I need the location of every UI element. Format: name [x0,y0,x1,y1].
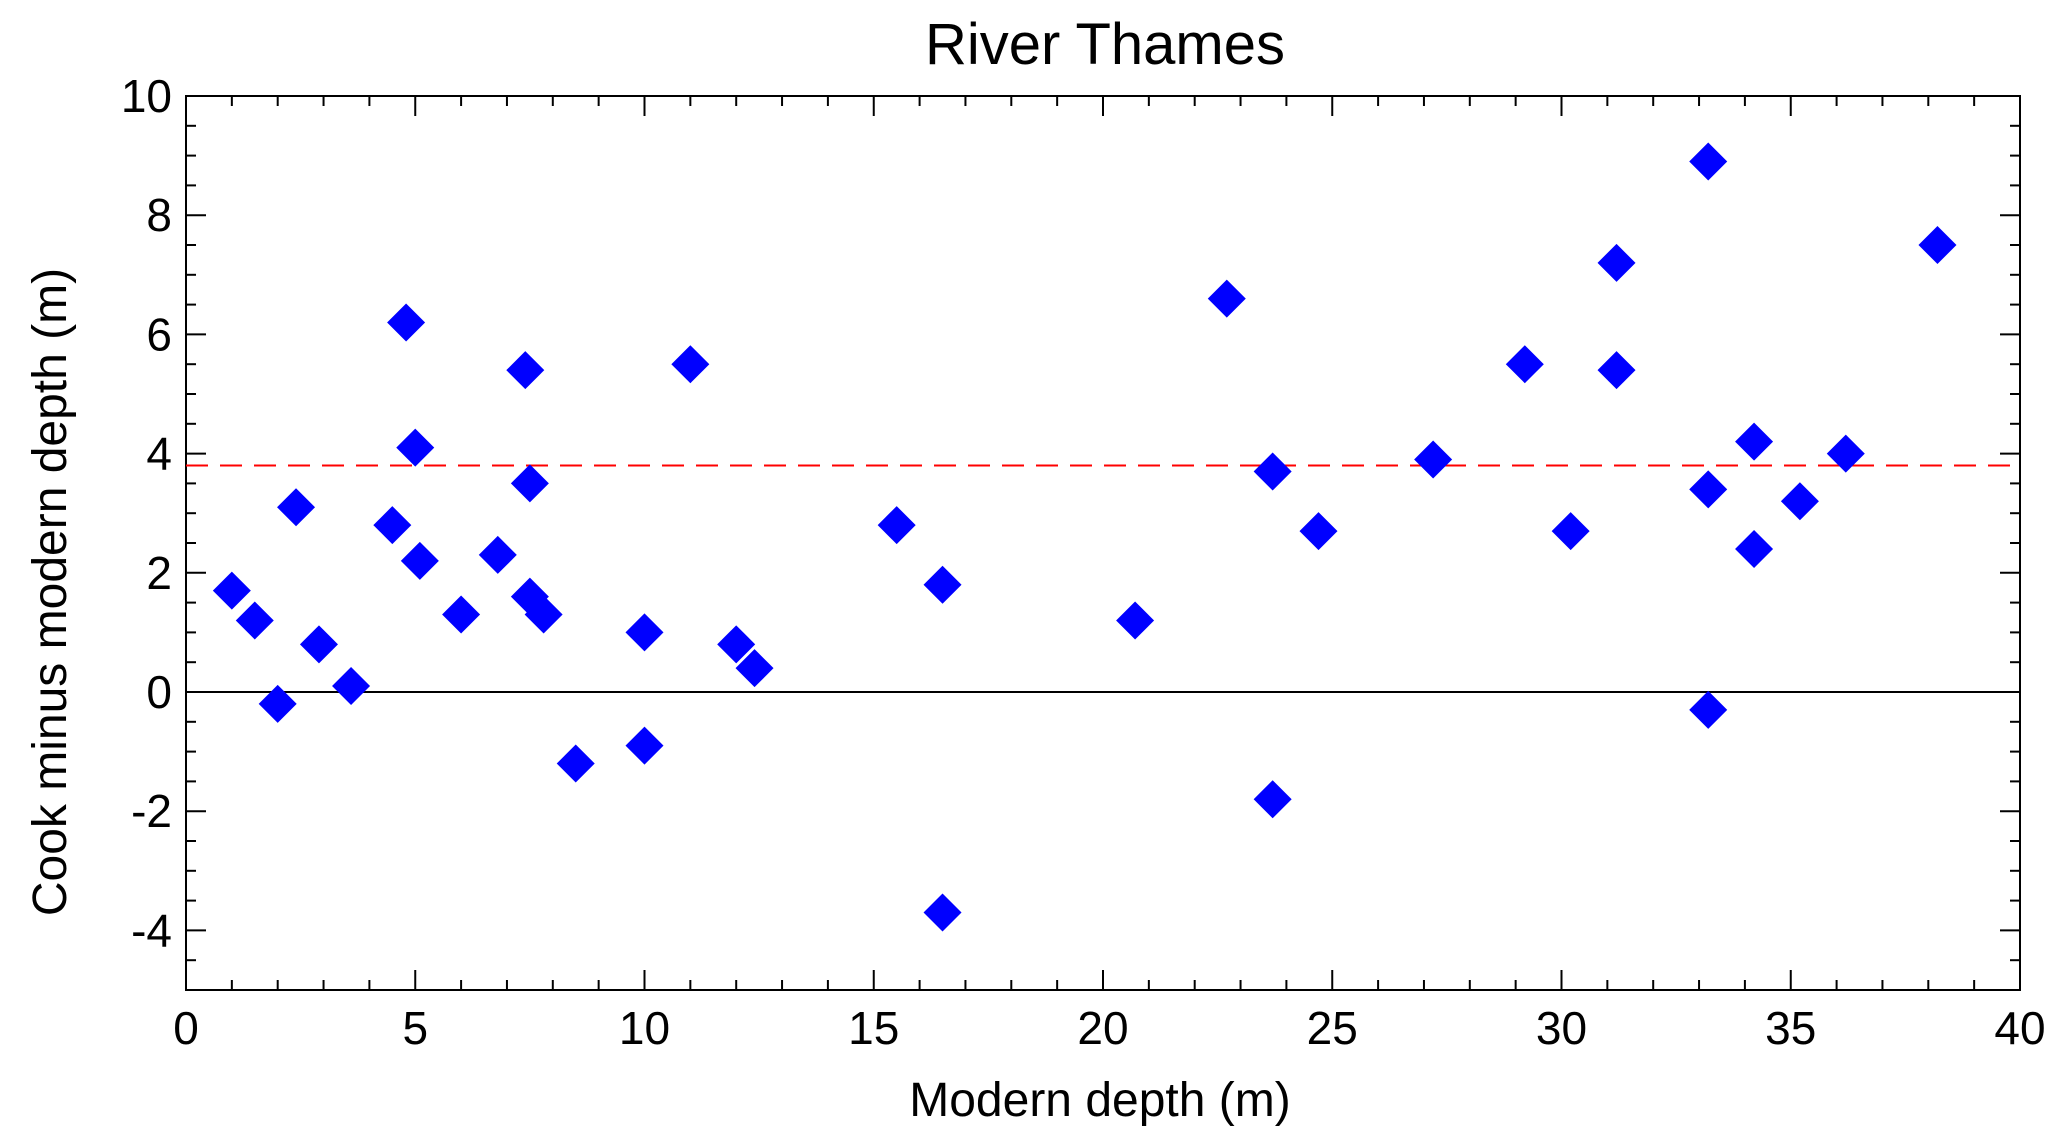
data-point [556,744,595,783]
x-axis-label: Modern depth (m) [909,1074,1291,1127]
data-point [1253,452,1292,491]
data-point [442,595,481,634]
data-point [1116,601,1155,640]
data-point [1780,482,1819,521]
y-tick-label: 8 [146,189,172,241]
x-tick-label: 30 [1536,1002,1587,1054]
data-point [332,667,371,706]
data-point [1551,512,1590,551]
data-point [923,565,962,604]
data-point [396,428,435,467]
data-point [524,595,563,634]
data-point [1597,243,1636,282]
data-point [1689,142,1728,181]
data-point [506,351,545,390]
y-tick-label: -4 [131,904,172,956]
data-point [625,726,664,765]
data-point [1918,226,1957,264]
y-tick-label: 6 [146,308,172,360]
data-point [1299,512,1338,551]
y-axis-label: Cook minus modern depth (m) [24,268,77,916]
y-tick-label: 0 [146,666,172,718]
data-point [671,345,710,384]
data-point [387,303,426,342]
y-tick-label: 4 [146,428,172,480]
y-tick-label: 10 [121,70,172,122]
data-point [277,488,316,527]
data-point [717,625,756,664]
data-point [923,893,962,932]
x-tick-label: 35 [1765,1002,1816,1054]
plot-area: 0 5 10 15 20 25 30 35 40 -4 -2 0 2 4 6 8 10 [121,70,2046,1054]
y-tick-label: 2 [146,547,172,599]
data-point [1505,345,1544,384]
x-tick-label: 25 [1307,1002,1358,1054]
x-tick-label: 20 [1077,1002,1128,1054]
data-point [400,541,439,580]
data-point [1253,780,1292,819]
data-point [1735,422,1774,461]
data-point [258,684,297,723]
chart-title: River Thames [925,12,1285,77]
x-tick-label: 5 [402,1002,428,1054]
data-point [1597,351,1636,390]
y-tick-label: -2 [131,785,172,837]
data-point [735,649,774,688]
x-tick-label: 0 [173,1002,199,1054]
data-point [510,464,549,503]
x-tick-label: 10 [619,1002,670,1054]
data-point [373,506,412,545]
data-point [1414,440,1453,479]
data-point [1689,690,1728,729]
data-point [299,625,338,664]
x-tick-label: 40 [1994,1002,2045,1054]
data-point [625,613,664,652]
data-point [1826,434,1865,473]
data-point [877,506,916,545]
data-point [235,601,274,640]
data-point [1689,470,1728,509]
data-point [212,571,251,610]
data-point [1735,529,1774,568]
data-point [478,535,517,574]
data-point [1207,279,1246,318]
x-tick-label: 15 [848,1002,899,1054]
